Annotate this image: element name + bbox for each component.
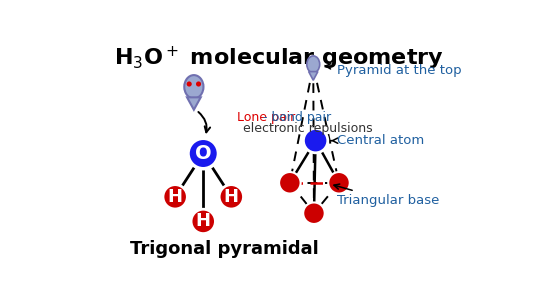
Text: H$_3$O$^+$ molecular geometry: H$_3$O$^+$ molecular geometry — [114, 45, 444, 72]
Circle shape — [279, 172, 301, 194]
Circle shape — [188, 138, 219, 169]
Circle shape — [304, 129, 328, 153]
Circle shape — [191, 209, 215, 233]
Text: H: H — [224, 188, 239, 206]
Circle shape — [196, 81, 201, 87]
Text: Triangular base: Triangular base — [334, 184, 439, 207]
Text: H: H — [196, 212, 211, 230]
Circle shape — [219, 185, 244, 209]
Text: Trigonal pyramidal: Trigonal pyramidal — [130, 240, 319, 258]
Circle shape — [186, 81, 192, 87]
Text: electronic repulsions: electronic repulsions — [243, 123, 373, 136]
Circle shape — [303, 202, 325, 224]
Text: H: H — [168, 188, 183, 206]
Circle shape — [163, 185, 187, 209]
Circle shape — [328, 172, 350, 194]
Text: Central atom: Central atom — [331, 134, 424, 147]
Polygon shape — [308, 72, 318, 80]
Text: O: O — [195, 144, 211, 163]
Ellipse shape — [184, 75, 203, 98]
Text: - bond pair: - bond pair — [259, 111, 331, 124]
Ellipse shape — [307, 56, 320, 73]
Text: Lone pair: Lone pair — [237, 111, 295, 124]
Polygon shape — [187, 97, 201, 110]
Text: Pyramid at the top: Pyramid at the top — [325, 64, 461, 77]
